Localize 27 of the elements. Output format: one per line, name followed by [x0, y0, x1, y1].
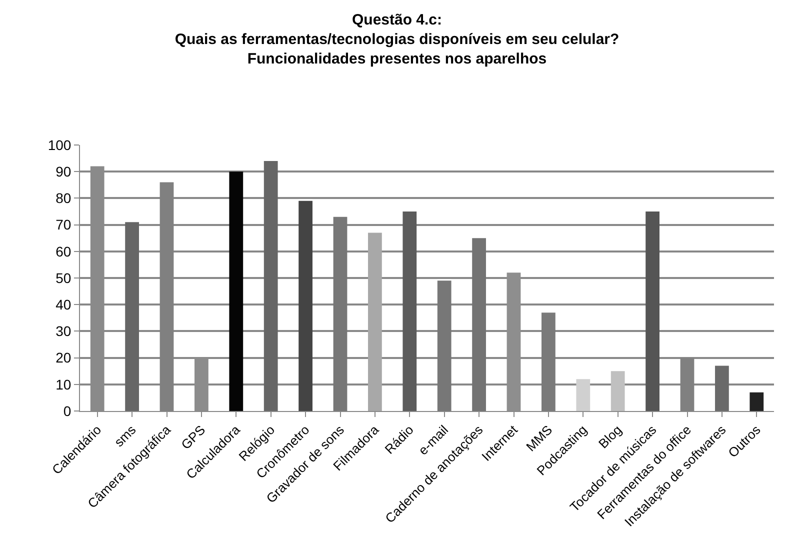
y-tick-label: 30 — [56, 323, 72, 340]
bar — [368, 232, 382, 411]
bar — [646, 212, 660, 411]
bar — [542, 312, 556, 411]
y-tick-label: 60 — [56, 243, 72, 260]
y-tick-label: 10 — [56, 376, 72, 392]
bar — [576, 379, 590, 411]
y-tick-label: 20 — [56, 350, 72, 366]
bar — [264, 160, 278, 411]
y-tick-label: 90 — [56, 164, 72, 180]
y-tick-label: 80 — [56, 190, 72, 206]
y-tick-label: 50 — [56, 270, 72, 286]
bar — [750, 392, 764, 411]
y-tick-label: 100 — [48, 136, 72, 153]
bar — [333, 216, 348, 411]
bar — [402, 212, 417, 411]
bar — [715, 366, 729, 411]
bar — [298, 200, 312, 411]
y-tick-label: 70 — [56, 216, 72, 233]
bar — [610, 371, 625, 411]
bar — [125, 222, 139, 411]
y-tick-label: 0 — [63, 402, 72, 419]
bar — [437, 280, 452, 411]
chart-title: Questão 4.c: Quais as ferramentas/tecnologias disponíveis em seu celular? Funcionalidades presentes nos aparelhos — [174, 11, 620, 68]
y-tick-label: 40 — [56, 296, 72, 312]
bar — [229, 172, 244, 411]
bar — [472, 238, 486, 411]
